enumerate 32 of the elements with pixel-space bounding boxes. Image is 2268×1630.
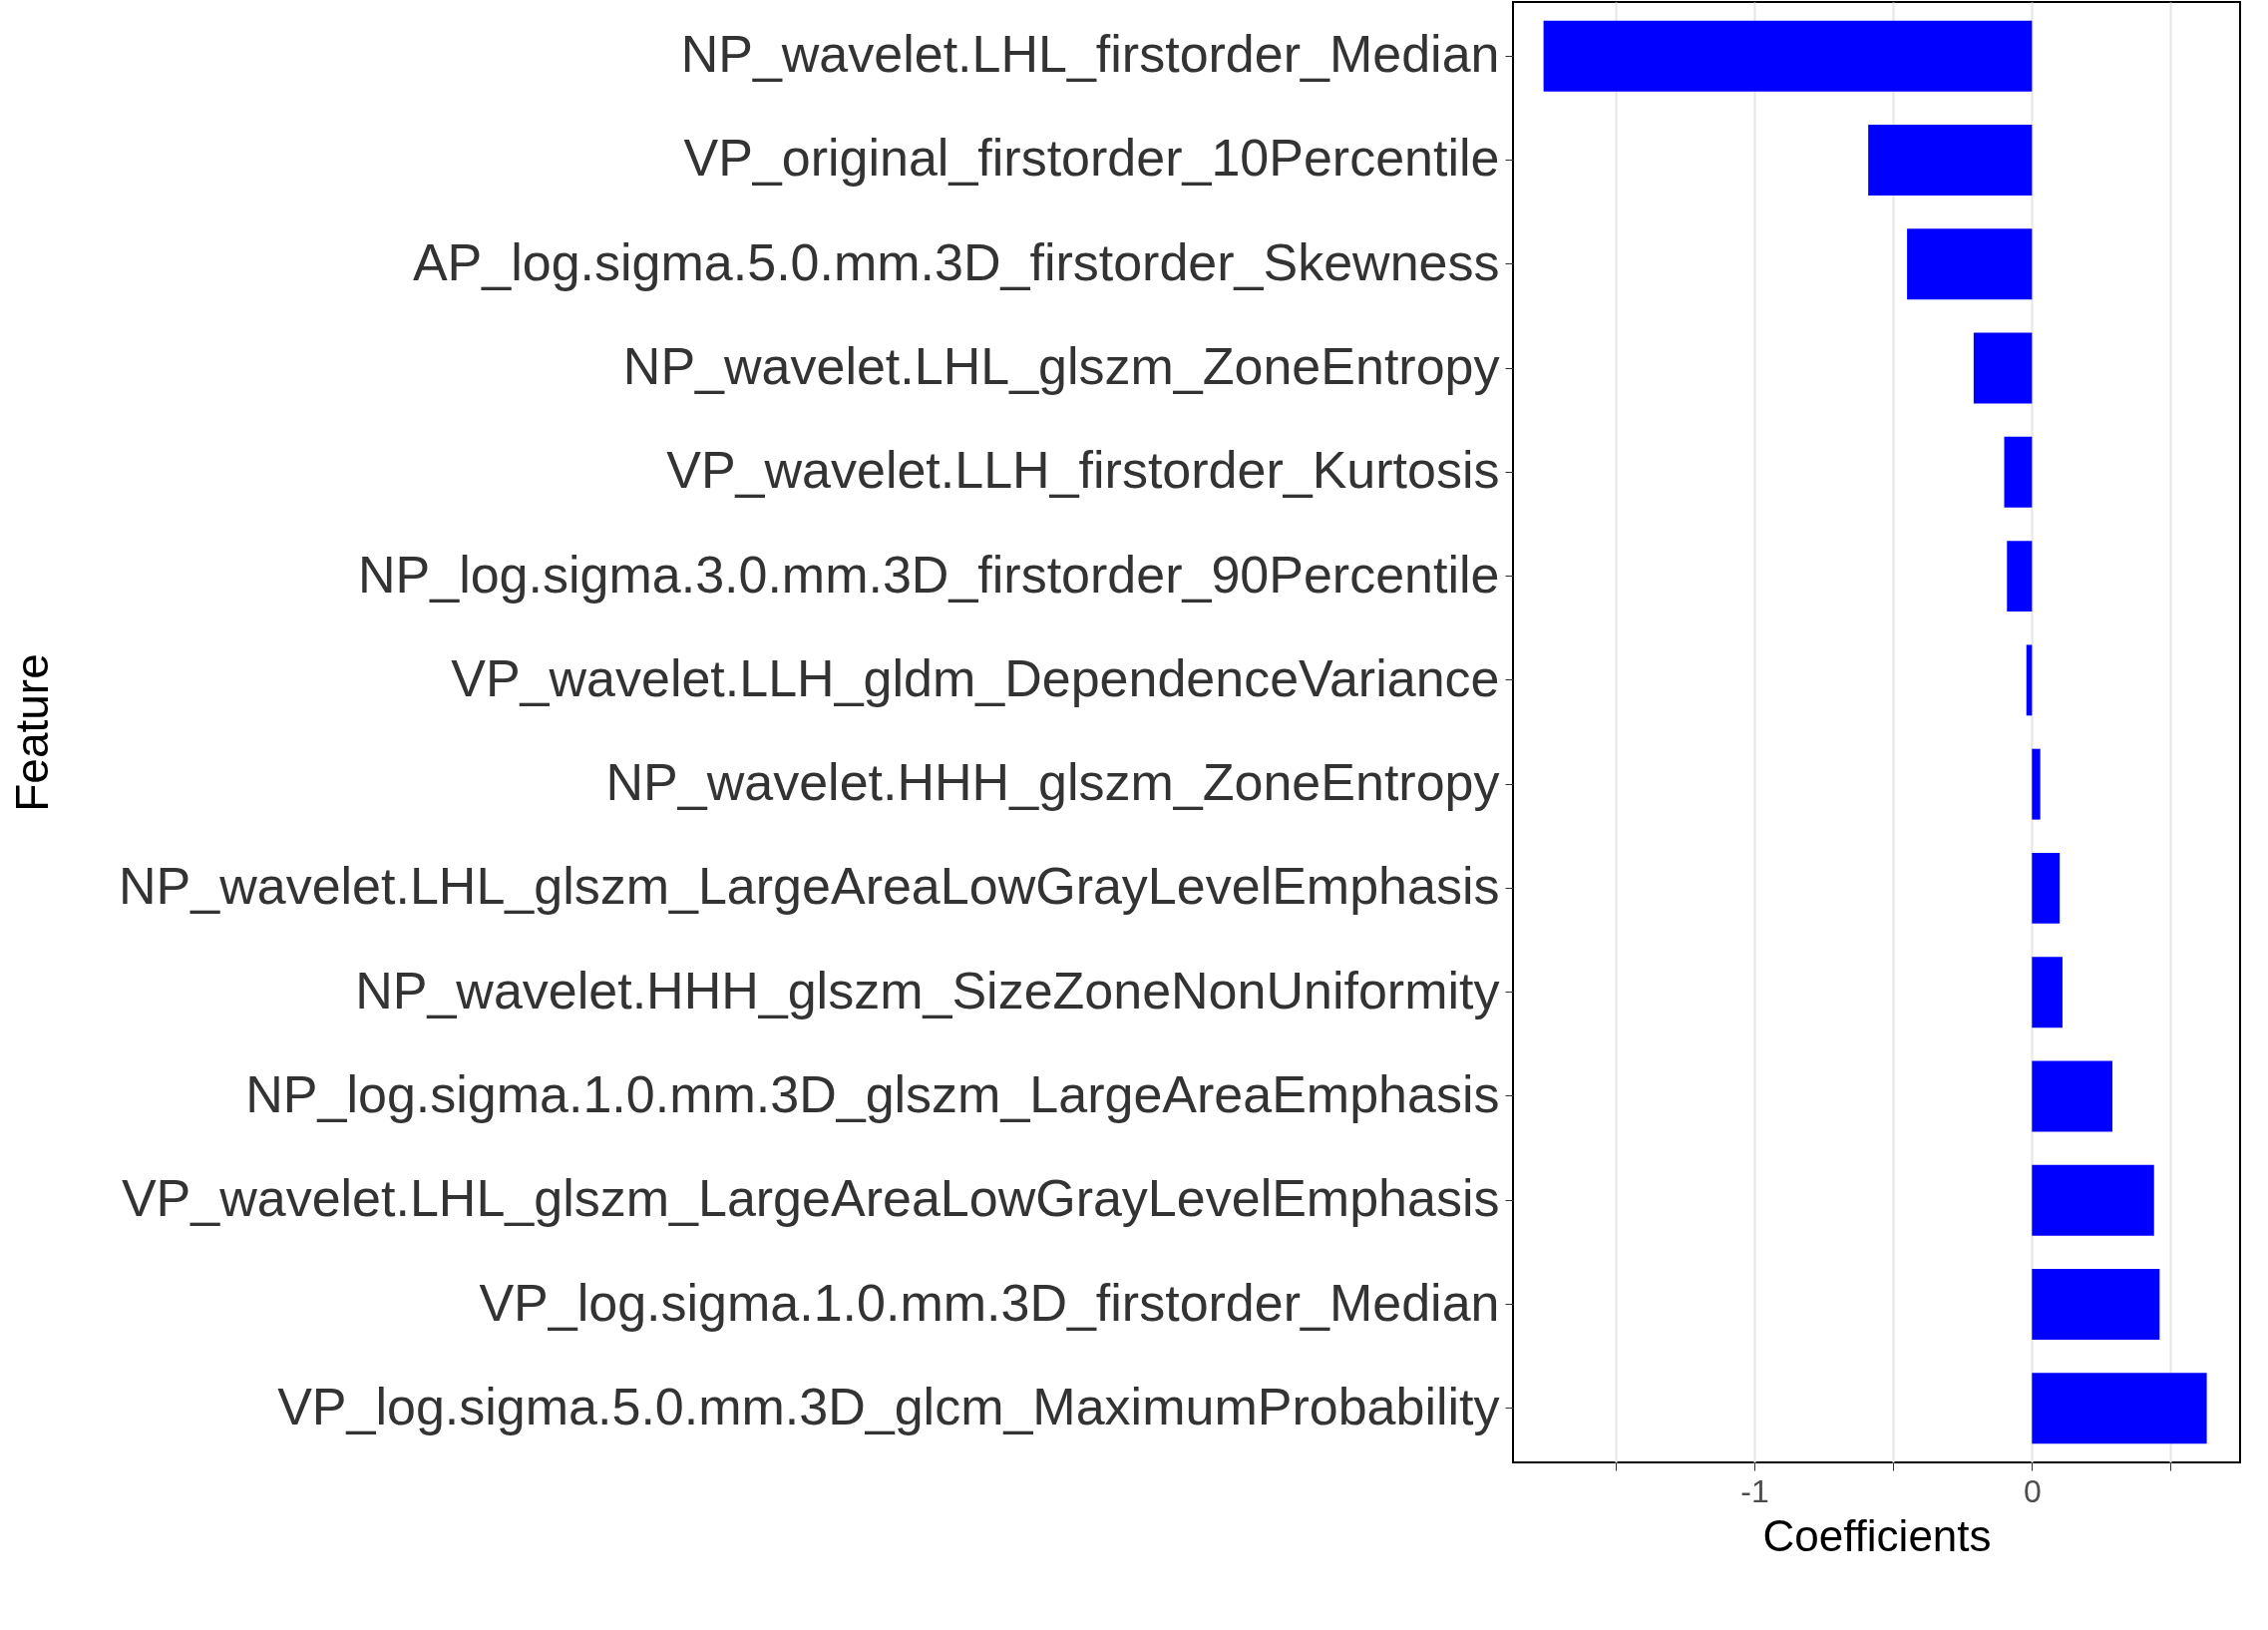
- y-tick-label: NP_wavelet.LHL_glszm_LargeAreaLowGrayLevelEmphasis: [119, 857, 1500, 916]
- bar: [2032, 1060, 2113, 1132]
- y-tick-label: NP_wavelet.LHL_firstorder_Median: [680, 25, 1500, 84]
- y-tick-label: VP_wavelet.LLH_firstorder_Kurtosis: [666, 441, 1500, 500]
- bar: [2004, 436, 2033, 508]
- bar: [2032, 852, 2061, 924]
- y-tick-label: VP_wavelet.LHL_glszm_LargeAreaLowGrayLevelEmphasis: [121, 1169, 1500, 1228]
- y-tick-label: NP_wavelet.LHL_glszm_ZoneEntropy: [622, 337, 1500, 396]
- y-tick-label: NP_log.sigma.3.0.mm.3D_firstorder_90Percentile: [357, 545, 1500, 604]
- bar: [2007, 541, 2033, 612]
- y-tick-label: NP_wavelet.HHH_glszm_SizeZoneNonUniformity: [355, 961, 1500, 1019]
- y-tick-label: VP_log.sigma.5.0.mm.3D_glcm_MaximumProbability: [277, 1377, 1500, 1435]
- bar: [1973, 332, 2033, 404]
- bar: [2026, 644, 2033, 716]
- y-tick-label: NP_wavelet.HHH_glszm_ZoneEntropy: [605, 753, 1500, 812]
- y-tick-label: NP_log.sigma.1.0.mm.3D_glszm_LargeAreaEmphasis: [245, 1064, 1500, 1123]
- y-tick-label: VP_wavelet.LLH_gldm_DependenceVariance: [451, 648, 1500, 707]
- x-axis-title: Coefficients: [1762, 1510, 1992, 1560]
- x-tick-label: 0: [2023, 1472, 2042, 1509]
- y-tick-label: VP_log.sigma.1.0.mm.3D_firstorder_Median: [479, 1273, 1500, 1332]
- bar: [2032, 1269, 2160, 1340]
- y-tick-label: VP_original_firstorder_10Percentile: [683, 129, 1500, 188]
- bar: [2032, 957, 2063, 1028]
- bar: [1543, 20, 2033, 92]
- bar: [1907, 228, 2033, 300]
- bar: [1868, 125, 2033, 196]
- x-tick-label: -1: [1740, 1472, 1769, 1509]
- y-tick-label: AP_log.sigma.5.0.mm.3D_firstorder_Skewness: [412, 232, 1500, 291]
- bar: [2032, 748, 2041, 820]
- bar: [2032, 1373, 2207, 1444]
- bar: [2032, 1164, 2154, 1236]
- y-axis-title: Feature: [5, 653, 58, 812]
